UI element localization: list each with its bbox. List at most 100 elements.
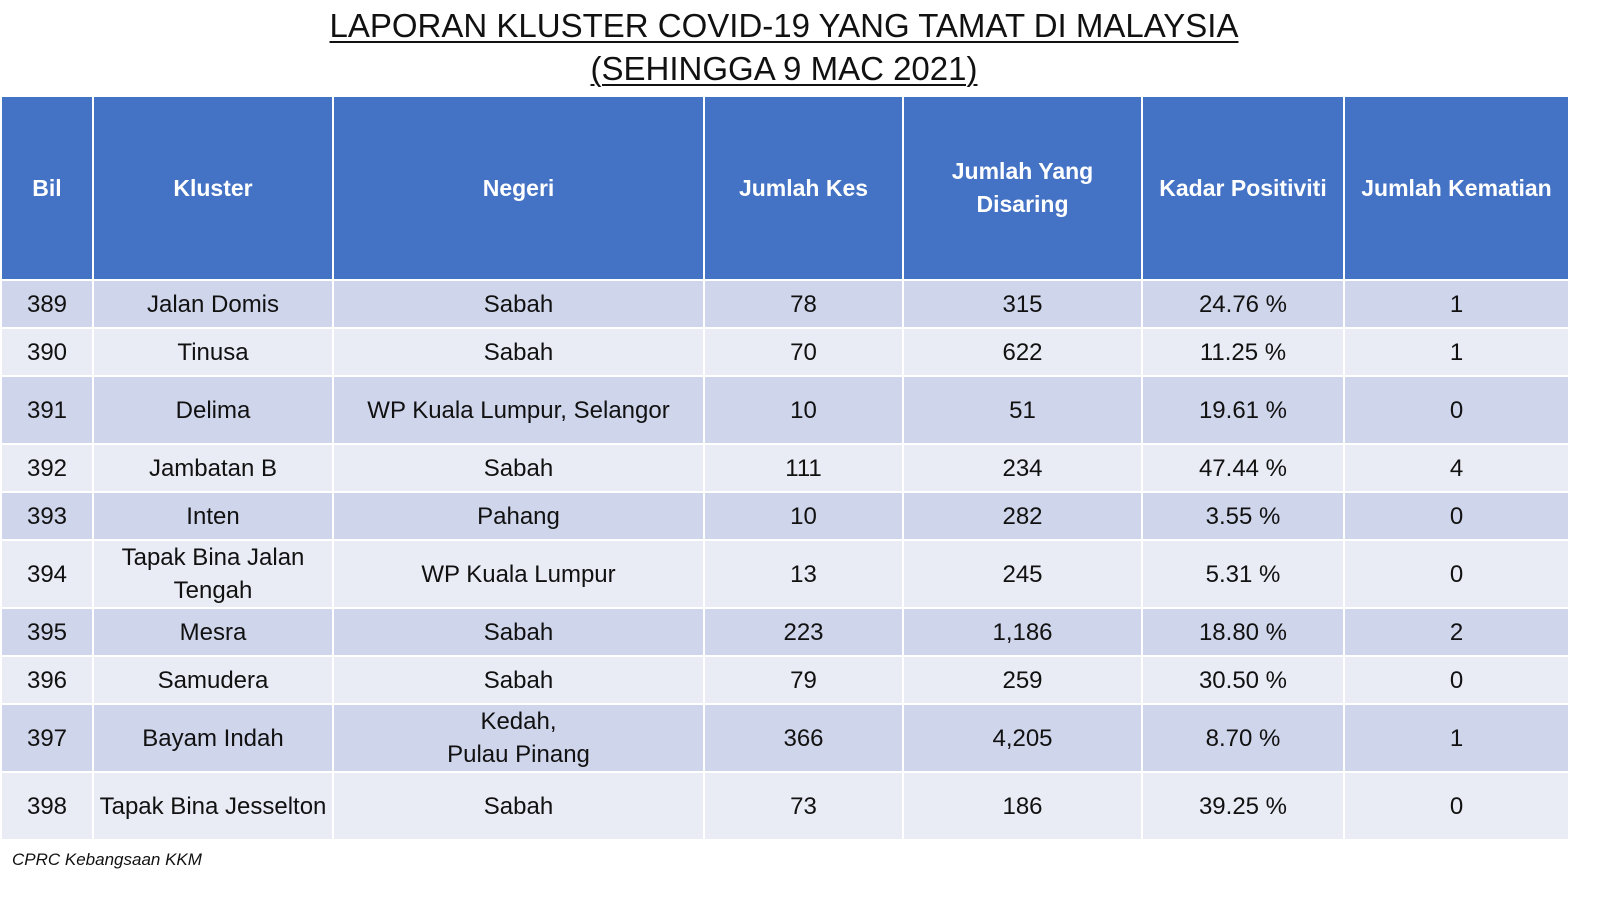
cell-kematian: 0 (1343, 539, 1570, 609)
cell-disaring: 234 (902, 443, 1143, 493)
cell-kes: 13 (703, 539, 904, 609)
cell-kluster-line1: Tinusa (177, 338, 249, 366)
cell-kluster-line1: Samudera (157, 666, 269, 694)
cell-kematian: 0 (1343, 375, 1570, 445)
header-jumlah-disaring-line2: Disaring (976, 191, 1069, 217)
cell-negeri: Sabah (332, 655, 705, 705)
cell-bil: 395 (0, 607, 94, 657)
cell-negeri: WP Kuala Lumpur (332, 539, 705, 609)
cell-positiviti: 18.80 % (1141, 607, 1345, 657)
cell-kes: 79 (703, 655, 904, 705)
cell-kes: 73 (703, 771, 904, 841)
cell-disaring: 1,186 (902, 607, 1143, 657)
cell-kluster-line2: Tengah (173, 577, 253, 604)
table-header: Bil Kluster Negeri Jumlah Kes Jumlah Yan… (0, 95, 1570, 281)
cell-bil: 396 (0, 655, 94, 705)
cell-positiviti: 5.31 % (1141, 539, 1345, 609)
table-row: 393 Inten Pahang 10 282 3.55 % 0 (0, 491, 1570, 541)
table-row: 391 Delima WP Kuala Lumpur, Selangor 10 … (0, 375, 1570, 445)
cell-negeri-line2: Pulau Pinang (447, 741, 590, 768)
cell-disaring: 4,205 (902, 703, 1143, 773)
table-row: 397 Bayam Indah Kedah, Pulau Pinang 366 4… (0, 703, 1570, 773)
header-bil: Bil (0, 95, 94, 281)
cell-negeri: Sabah (332, 771, 705, 841)
cell-kluster-line1: Jalan Domis (146, 290, 280, 318)
cell-kluster: Tinusa (92, 327, 334, 377)
cell-kluster: Tapak Bina Jesselton (92, 771, 334, 841)
cell-negeri: Sabah (332, 327, 705, 377)
cell-kes: 10 (703, 491, 904, 541)
header-row: Bil Kluster Negeri Jumlah Kes Jumlah Yan… (0, 95, 1570, 281)
cell-disaring: 622 (902, 327, 1143, 377)
cell-negeri-line1: Sabah (483, 666, 554, 694)
cell-kluster-line1: Tapak Bina Jalan (121, 544, 305, 571)
table-row: 395 Mesra Sabah 223 1,186 18.80 % 2 (0, 607, 1570, 657)
header-negeri: Negeri (332, 95, 705, 281)
cell-negeri-line1: Sabah (483, 454, 554, 482)
cell-kluster: Samudera (92, 655, 334, 705)
cell-bil: 392 (0, 443, 94, 493)
cell-kematian: 2 (1343, 607, 1570, 657)
cell-negeri-line1: Sabah (483, 618, 554, 646)
cell-negeri-line1: Sabah (483, 290, 554, 318)
cell-negeri-line1: Kedah, (480, 708, 557, 735)
header-jumlah-disaring: Jumlah Yang Disaring (902, 95, 1143, 281)
table-row: 394 Tapak Bina Jalan Tengah WP Kuala Lump… (0, 539, 1570, 609)
cell-kluster-line1: Bayam Indah (142, 724, 284, 752)
cell-negeri-line1: Sabah (483, 792, 554, 820)
cell-kes: 70 (703, 327, 904, 377)
cell-negeri-line1: WP Kuala Lumpur, Selangor (367, 396, 670, 424)
cell-kes: 78 (703, 279, 904, 329)
cell-kluster-line1: Delima (175, 396, 251, 424)
cell-kes: 10 (703, 375, 904, 445)
table-body: 389 Jalan Domis Sabah 78 315 24.76 % 1 3… (0, 279, 1570, 841)
cell-positiviti: 3.55 % (1141, 491, 1345, 541)
cell-kes: 223 (703, 607, 904, 657)
cell-kluster: Inten (92, 491, 334, 541)
title-line-2: (SEHINGGA 9 MAC 2021) (590, 50, 978, 87)
cell-positiviti: 30.50 % (1141, 655, 1345, 705)
cell-negeri-line1: Pahang (477, 502, 560, 530)
cell-bil: 390 (0, 327, 94, 377)
cell-bil: 398 (0, 771, 94, 841)
cell-positiviti: 39.25 % (1141, 771, 1345, 841)
cell-kematian: 0 (1343, 655, 1570, 705)
cell-negeri-line1: WP Kuala Lumpur (421, 560, 616, 588)
cell-kes: 111 (703, 443, 904, 493)
cell-kluster-line1: Jambatan B (148, 454, 278, 482)
cell-kes: 366 (703, 703, 904, 773)
table-row: 390 Tinusa Sabah 70 622 11.25 % 1 (0, 327, 1570, 377)
report-title: LAPORAN KLUSTER COVID-19 YANG TAMAT DI M… (0, 4, 1568, 90)
cell-negeri: Pahang (332, 491, 705, 541)
cell-kematian: 1 (1343, 279, 1570, 329)
table-row: 392 Jambatan B Sabah 111 234 47.44 % 4 (0, 443, 1570, 493)
table-row: 396 Samudera Sabah 79 259 30.50 % 0 (0, 655, 1570, 705)
cell-kluster-line1: Inten (186, 502, 240, 530)
title-line-1: LAPORAN KLUSTER COVID-19 YANG TAMAT DI M… (329, 7, 1239, 44)
cell-kematian: 4 (1343, 443, 1570, 493)
cell-kluster: Bayam Indah (92, 703, 334, 773)
cell-positiviti: 47.44 % (1141, 443, 1345, 493)
header-kadar-positiviti: Kadar Positiviti (1141, 95, 1345, 281)
cell-disaring: 51 (902, 375, 1143, 445)
cell-bil: 391 (0, 375, 94, 445)
cell-kematian: 1 (1343, 327, 1570, 377)
cell-bil: 393 (0, 491, 94, 541)
cell-disaring: 315 (902, 279, 1143, 329)
cell-positiviti: 8.70 % (1141, 703, 1345, 773)
cell-kluster-line1: Tapak Bina Jesselton (99, 792, 327, 820)
cell-disaring: 282 (902, 491, 1143, 541)
cell-negeri: WP Kuala Lumpur, Selangor (332, 375, 705, 445)
header-kluster: Kluster (92, 95, 334, 281)
header-jumlah-kes: Jumlah Kes (703, 95, 904, 281)
cell-negeri: Sabah (332, 279, 705, 329)
cell-kluster-line1: Mesra (179, 618, 247, 646)
source-note: CPRC Kebangsaan KKM (12, 850, 202, 869)
cell-positiviti: 19.61 % (1141, 375, 1345, 445)
cell-disaring: 259 (902, 655, 1143, 705)
cell-positiviti: 11.25 % (1141, 327, 1345, 377)
cell-kluster: Delima (92, 375, 334, 445)
cell-disaring: 245 (902, 539, 1143, 609)
cell-kluster: Jalan Domis (92, 279, 334, 329)
cell-positiviti: 24.76 % (1141, 279, 1345, 329)
